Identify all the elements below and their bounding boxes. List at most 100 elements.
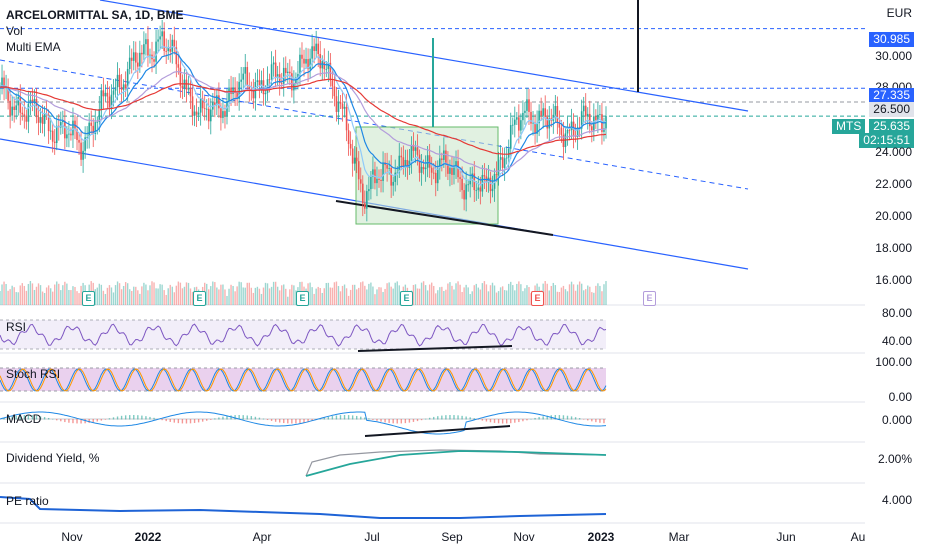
volume-bar: [222, 284, 224, 305]
volume-bar: [173, 292, 176, 305]
macd-histogram-bar: [505, 419, 508, 424]
candle-body: [270, 64, 273, 80]
volume-bar: [270, 286, 273, 305]
volume-bar: [49, 288, 52, 305]
volume-bar: [526, 285, 528, 305]
candle-body: [122, 84, 125, 90]
volume-bar: [74, 286, 76, 305]
volume-bar: [7, 290, 9, 305]
candle-body: [19, 97, 22, 113]
volume-bar: [122, 285, 125, 305]
macd-histogram-bar: [351, 415, 354, 420]
macd-histogram-bar: [56, 419, 58, 421]
earnings-marker[interactable]: E: [400, 291, 413, 306]
volume-bar: [155, 288, 157, 305]
macd-histogram-bar: [485, 419, 488, 422]
volume-bar: [1, 284, 3, 305]
macd-histogram-bar: [84, 419, 86, 424]
volume-bar: [564, 289, 567, 305]
macd-histogram-bar: [335, 415, 338, 420]
candle-body: [21, 112, 24, 115]
volume-bar: [475, 283, 477, 305]
ema-line: [0, 70, 607, 173]
macd-histogram-bar: [554, 415, 557, 420]
candle-body: [303, 58, 305, 64]
earnings-marker[interactable]: E: [643, 291, 656, 306]
rsi-pane-label: RSI: [6, 320, 27, 334]
candle-body: [402, 157, 405, 166]
macd-histogram-bar: [214, 418, 216, 420]
volume-bar: [25, 290, 28, 305]
volume-bar: [149, 285, 151, 305]
macd-histogram-bar: [388, 419, 390, 423]
volume-bar: [349, 289, 352, 305]
volume-bar: [252, 292, 255, 305]
candle-body: [246, 67, 249, 86]
rsi-tick-80: 80.00: [881, 306, 912, 320]
candle-body: [37, 117, 40, 123]
volume-bar: [524, 288, 526, 305]
candle-body: [520, 120, 522, 131]
volume-bar: [256, 286, 259, 305]
candle-body: [108, 96, 111, 109]
volume-bar: [133, 286, 135, 305]
earnings-marker[interactable]: E: [82, 291, 95, 306]
volume-bar: [118, 283, 121, 305]
macd-histogram-bar: [416, 419, 419, 422]
dividend-yield-raw-line: [305, 449, 607, 477]
candle-body: [47, 114, 50, 132]
candle-body: [177, 64, 180, 68]
volume-bar: [100, 284, 103, 305]
volume-bar: [9, 289, 11, 305]
candle-body: [392, 181, 394, 186]
volume-bar: [135, 286, 137, 305]
x-label: Nov: [61, 530, 83, 544]
candle-body: [552, 114, 555, 121]
candle-body: [548, 118, 551, 129]
candle-body: [100, 90, 103, 110]
macd-histogram-bar: [88, 419, 90, 423]
candle-body: [132, 52, 135, 61]
macd-histogram-bar: [201, 419, 204, 422]
candle-body: [530, 111, 532, 124]
volume-bar: [110, 287, 113, 305]
volume-bar: [554, 285, 557, 305]
macd-histogram-bar: [108, 418, 111, 420]
dividend-yield-line: [305, 450, 607, 477]
macd-histogram-bar: [238, 415, 240, 420]
volume-bar: [187, 282, 190, 305]
volume-bar: [214, 282, 216, 305]
macd-histogram-bar: [169, 419, 171, 422]
candle-body: [230, 87, 232, 95]
volume-bar: [343, 284, 346, 305]
candle-body: [434, 172, 437, 184]
candle-body: [218, 95, 220, 109]
macd-histogram-bar: [173, 419, 176, 423]
volume-bar: [548, 290, 550, 305]
earnings-marker[interactable]: E: [193, 291, 206, 306]
macd-histogram-bar: [514, 419, 516, 423]
volume-bar: [345, 288, 348, 305]
macd-histogram-bar: [15, 415, 17, 420]
macd-histogram-bar: [51, 418, 54, 420]
candle-body: [301, 54, 303, 59]
candle-body: [155, 41, 157, 62]
earnings-marker[interactable]: E: [296, 291, 309, 306]
volume-bar: [576, 284, 579, 305]
candle-body: [315, 43, 317, 51]
volume-bar: [153, 282, 155, 305]
macd-histogram-bar: [583, 419, 585, 420]
volume-bar: [505, 290, 508, 305]
macd-histogram-bar: [295, 419, 297, 424]
earnings-marker[interactable]: E: [531, 291, 544, 306]
macd-histogram-bar: [133, 415, 135, 420]
candle-body: [451, 167, 453, 175]
multi-ema-label: Multi EMA: [6, 40, 61, 54]
macd-histogram-bar: [453, 415, 455, 420]
candle-body: [505, 157, 508, 159]
macd-histogram-bar: [400, 419, 402, 424]
macd-histogram-bar: [420, 419, 423, 421]
volume-bar: [603, 284, 605, 305]
candle-body: [7, 87, 9, 101]
